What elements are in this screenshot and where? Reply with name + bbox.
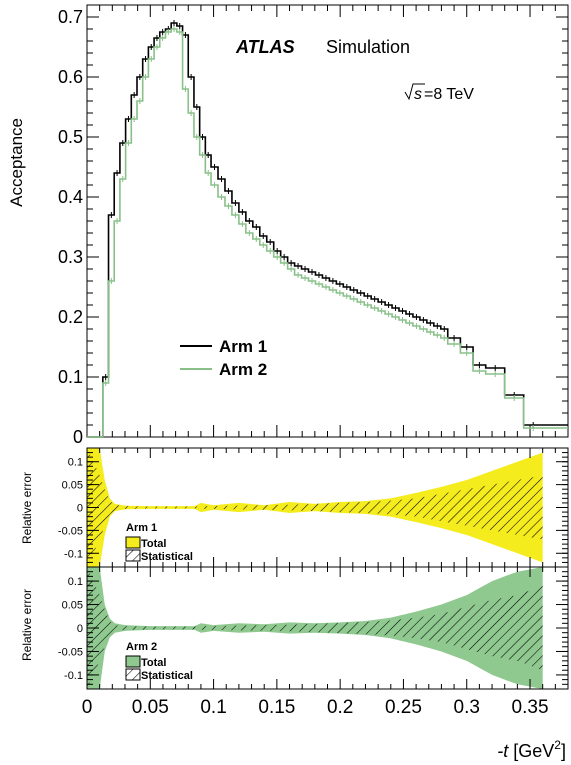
atlas-label: ATLAS [235,37,295,57]
energy-variable: s [414,86,422,103]
ratio-y-tick-label: 0 [77,623,83,635]
arm1-legend-statistical-swatch [126,550,140,561]
ratio-y-tick-label: -0.1 [64,548,83,560]
ratio-y-tick-label: 0 [77,503,83,515]
energy-value: =8 TeV [424,86,474,103]
ratio-y-tick-label: 0.05 [62,480,83,492]
simulation-label: Simulation [326,37,410,57]
energy-label: s =8 TeV [405,84,474,103]
x-tick-label: 0.2 [327,697,353,718]
ratio-y-tick-label: -0.05 [58,525,83,537]
arm1-y-axis-label: Relative error [20,472,34,544]
ratio-y-tick-label: 0.1 [68,457,83,469]
arm2-legend-total-swatch [126,656,140,667]
main-y-tick-label: 0 [73,427,83,447]
arm2-legend-statistical-swatch [126,669,140,680]
legend-label-arm1: Arm 1 [219,337,267,356]
main-legend: Arm 1 Arm 2 [180,337,267,379]
ratio-y-tick-label: 0.05 [62,600,83,612]
x-tick-label: 0.25 [385,697,422,718]
series-line-arm-2 [87,29,568,437]
main-y-tick-label: 0.2 [58,307,83,327]
arm2-legend-statistical-label: Statistical [141,670,193,682]
ratio-y-tick-label: -0.1 [64,670,83,682]
main-y-tick-label: 0.4 [58,187,83,207]
ratio-panel-arm1: 0.1 0.05 0 -0.05 -0.1 Relative error Arm 1 T… [20,448,568,567]
arm1-legend-title: Arm 1 [126,522,157,534]
main-y-tick-label: 0.7 [58,7,83,27]
main-y-tick-label: 0.5 [58,127,83,147]
main-y-tick-label: 0.3 [58,247,83,267]
main-y-tick-label: 0.1 [58,367,83,387]
x-ticks: 0 0.05 0.1 0.15 0.2 0.25 0.3 0.35 [82,697,549,718]
arm1-legend-total-swatch [126,537,140,548]
series-line-arm-1 [87,23,568,437]
arm1-legend-total-label: Total [141,538,166,550]
legend-label-arm2: Arm 2 [219,360,267,379]
x-tick-label: 0.3 [454,697,480,718]
main-y-ticks: 0 0.1 0.2 0.3 0.4 0.5 0.6 0.7 [58,5,568,447]
main-plot-frame [87,5,568,437]
x-axis-label: -t [GeV2] [497,738,566,761]
main-y-axis-label: Acceptance [7,118,26,207]
x-tick-label: 0 [82,697,93,718]
ratio-y-tick-label: -0.05 [58,646,83,658]
x-tick-label: 0.35 [512,697,549,718]
x-tick-label: 0.15 [258,697,295,718]
main-panel: 00.10.20.30.40.50.60.7 Acceptance ATLAS … [7,5,568,447]
arm2-legend-total-label: Total [141,657,166,669]
x-axis-unit: [GeV [508,741,554,761]
x-tick-label: 0.1 [200,697,226,718]
x-axis-unit-close: ] [561,741,566,761]
arm2-legend-title: Arm 2 [126,641,157,653]
ratio-y-tick-label: 0.1 [68,576,83,588]
x-tick-label: 0.05 [132,697,169,718]
arm1-legend-statistical-label: Statistical [141,551,193,563]
main-series [87,20,568,437]
ratio-panel-arm2: 0.1 0.05 0 -0.05 -0.1 Relative error Arm 2 T… [20,567,568,761]
main-y-tick-label: 0.6 [58,67,83,87]
arm2-y-axis-label: Relative error [20,589,34,661]
